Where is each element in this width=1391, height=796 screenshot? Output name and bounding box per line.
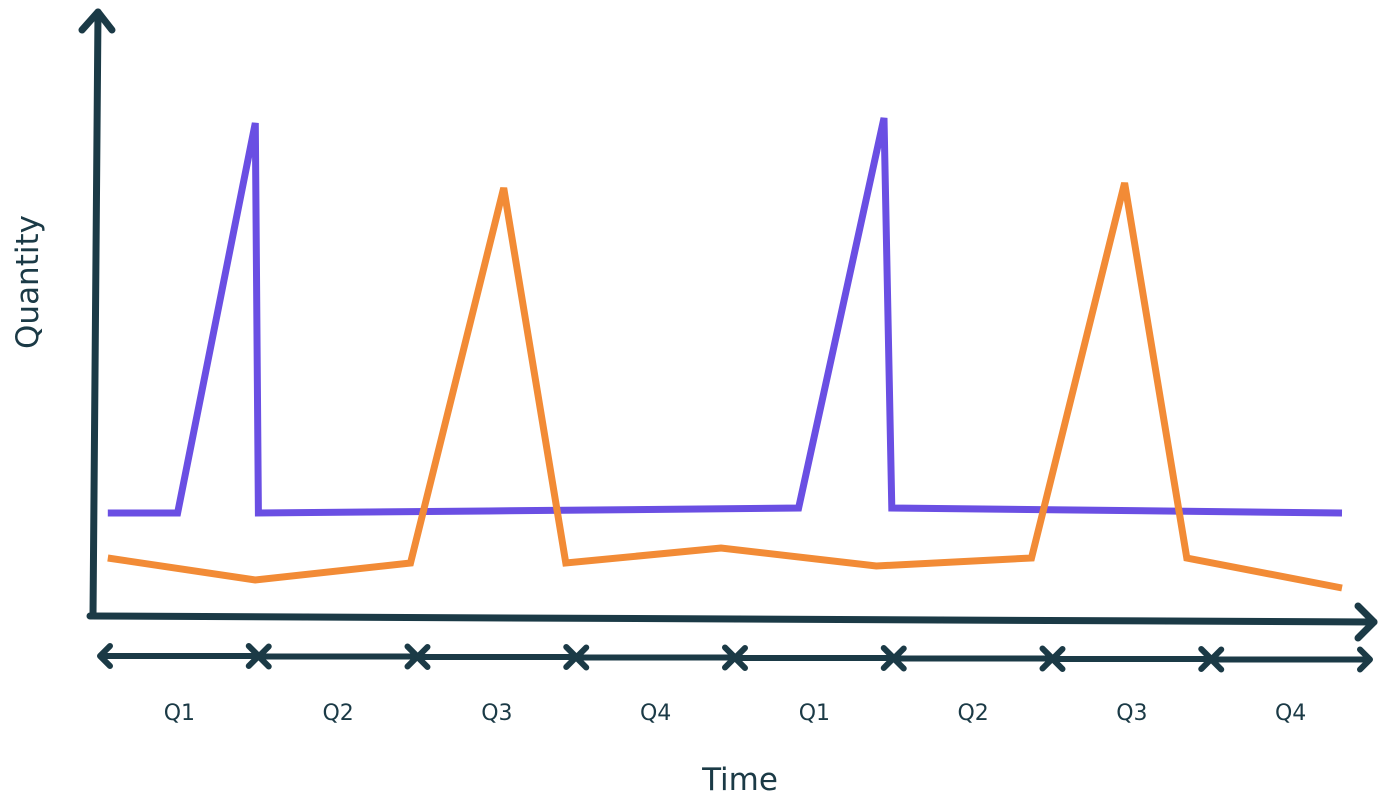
x-tick-label: Q1 xyxy=(164,701,195,726)
y-axis-label: Quantity xyxy=(10,215,46,349)
series-layer xyxy=(107,117,1343,592)
x-axis-line xyxy=(86,612,1378,626)
quarter-bracket-4 xyxy=(573,644,738,671)
series-line-1 xyxy=(107,117,1343,517)
y-axis-line xyxy=(89,8,102,620)
quarter-bracket-3 xyxy=(414,644,580,670)
quarter-bracket-6 xyxy=(890,645,1056,672)
series-line-2 xyxy=(107,182,1343,592)
x-tick-label: Q2 xyxy=(957,701,988,726)
x-tick-label: Q2 xyxy=(322,701,353,726)
quarter-bracket-7 xyxy=(1049,646,1215,672)
x-axis-label: Time xyxy=(701,762,778,796)
x-tick-label: Q1 xyxy=(799,701,830,726)
x-tick-label: Q3 xyxy=(1116,701,1147,726)
quarter-bracket-5 xyxy=(732,645,897,671)
quarter-brackets xyxy=(97,643,1373,673)
x-tick-labels: Q1 Q2 Q3 Q4 Q1 Q2 Q3 Q4 xyxy=(164,701,1307,726)
axes xyxy=(78,8,1378,642)
x-tick-label: Q4 xyxy=(1275,701,1306,726)
quarter-bracket-2 xyxy=(255,643,421,670)
x-tick-label: Q4 xyxy=(640,701,671,726)
quarter-bracket-1 xyxy=(97,643,262,669)
x-axis-arrowhead xyxy=(1354,602,1378,642)
quarter-bracket-8 xyxy=(1208,646,1373,673)
y-axis-arrowhead xyxy=(78,8,116,34)
x-tick-label: Q3 xyxy=(481,701,512,726)
